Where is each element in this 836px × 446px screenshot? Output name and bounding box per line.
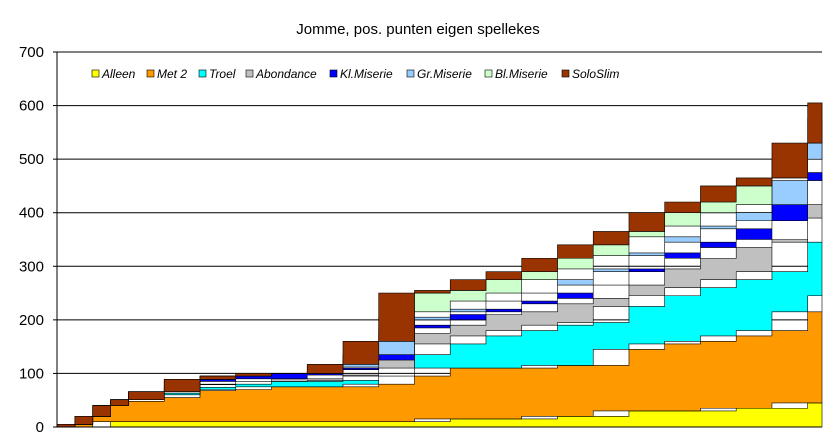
chart-title: Jomme, pos. punten eigen spellekes: [296, 21, 539, 38]
y-tick-label-600: 600: [19, 98, 44, 115]
y-tick-label-400: 400: [19, 205, 44, 222]
legend-label-bl-miserie: Bl.Miserie: [495, 67, 548, 81]
legend-label-met-2: Met 2: [157, 67, 187, 81]
y-tick-label-100: 100: [19, 365, 44, 382]
legend-label-troel: Troel: [209, 67, 236, 81]
legend: Alleen Met 2 Troel Abondance Kl.Miserie Gr.Mi…: [91, 67, 619, 81]
y-tick-label-300: 300: [19, 258, 44, 275]
legend-swatch-alleen: [91, 69, 100, 78]
gridlines: [57, 51, 822, 374]
y-tick-label-200: 200: [19, 312, 44, 329]
legend-swatch-kl-miserie: [329, 69, 338, 78]
y-tick-label-0: 0: [36, 419, 44, 436]
y-tick-labels: 0 100 200 300 400 500 600 700: [19, 44, 44, 436]
legend-swatch-gr-miserie: [406, 69, 415, 78]
area-troel: [56, 218, 823, 428]
area-abondance: [56, 172, 823, 428]
legend-swatch-soloslim: [561, 69, 570, 78]
plot-areas: [56, 102, 823, 428]
legend-label-abondance: Abondance: [255, 67, 317, 81]
legend-swatch-met-2: [146, 69, 155, 78]
legend-label-alleen: Alleen: [101, 67, 136, 81]
legend-swatch-abondance: [245, 69, 254, 78]
legend-swatch-troel: [198, 69, 207, 78]
legend-label-kl-miserie: Kl.Miserie: [340, 67, 393, 81]
legend-label-gr-miserie: Gr.Miserie: [417, 67, 472, 81]
y-tick-label-700: 700: [19, 44, 44, 61]
axes: [53, 51, 822, 428]
y-tick-label-500: 500: [19, 151, 44, 168]
legend-label-soloslim: SoloSlim: [572, 67, 619, 81]
legend-swatch-bl-miserie: [484, 69, 493, 78]
area-soloslim: [56, 102, 823, 428]
